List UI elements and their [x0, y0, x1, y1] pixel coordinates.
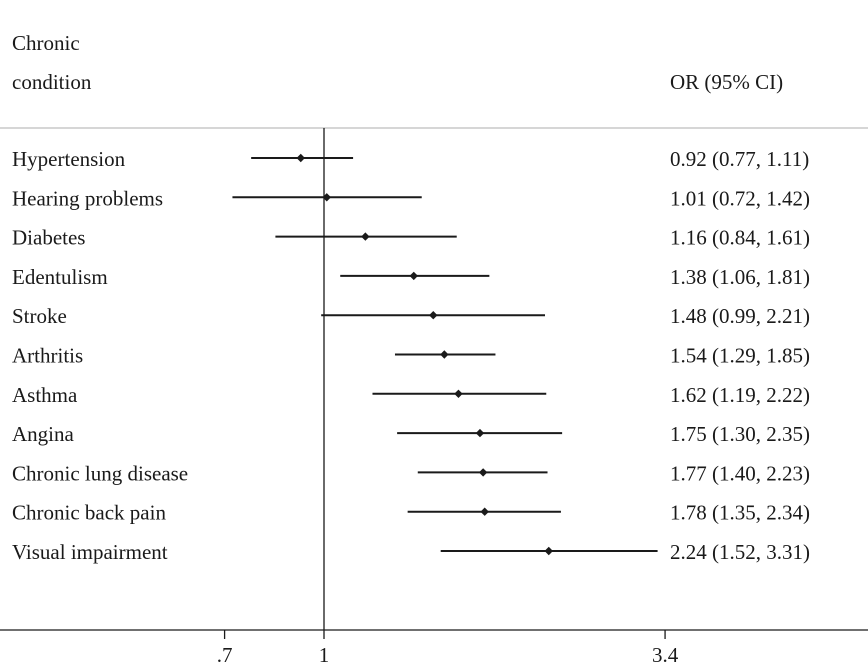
or-column-header: OR (95% CI)	[670, 70, 784, 94]
or-ci-text: 1.75 (1.30, 2.35)	[670, 422, 810, 446]
forest-row: Chronic back pain 1.78 (1.35, 2.34)	[12, 501, 810, 525]
row-label: Chronic back pain	[12, 501, 166, 525]
forest-row: Diabetes 1.16 (0.84, 1.61)	[12, 226, 810, 250]
condition-column-header-line1: Chronic	[12, 31, 80, 55]
forest-row: Hypertension 0.92 (0.77, 1.11)	[12, 147, 809, 171]
row-label: Diabetes	[12, 226, 85, 250]
or-ci-text: 1.48 (0.99, 2.21)	[670, 304, 810, 328]
row-label: Hearing problems	[12, 186, 163, 210]
point-estimate-marker	[322, 193, 331, 202]
point-estimate-marker	[429, 311, 438, 320]
point-estimate-marker	[409, 271, 418, 281]
x-tick-label: 3.4	[652, 643, 679, 666]
or-ci-text: 2.24 (1.52, 3.31)	[670, 540, 810, 564]
or-ci-text: 1.38 (1.06, 1.81)	[670, 265, 810, 289]
row-label: Angina	[12, 422, 75, 446]
point-estimate-marker	[454, 389, 463, 398]
forest-row: Chronic lung disease 1.77 (1.40, 2.23)	[12, 461, 810, 485]
condition-column-header-line2: condition	[12, 70, 92, 94]
row-label: Hypertension	[12, 147, 126, 171]
forest-row: Edentulism 1.38 (1.06, 1.81)	[12, 265, 810, 289]
point-estimate-marker	[478, 468, 488, 477]
point-estimate-marker	[361, 232, 370, 241]
forest-row: Arthritis 1.54 (1.29, 1.85)	[12, 344, 810, 368]
forest-row: Stroke 1.48 (0.99, 2.21)	[12, 304, 810, 328]
point-estimate-marker	[475, 428, 485, 438]
forest-row: Asthma 1.62 (1.19, 2.22)	[12, 383, 810, 407]
point-estimate-marker	[296, 153, 305, 163]
row-label: Edentulism	[12, 265, 108, 289]
row-label: Asthma	[12, 383, 78, 407]
forest-row: Visual impairment 2.24 (1.52, 3.31)	[12, 540, 810, 564]
row-label: Chronic lung disease	[12, 461, 188, 485]
or-ci-text: 1.78 (1.35, 2.34)	[670, 501, 810, 525]
point-estimate-marker	[480, 507, 489, 516]
forest-row: Hearing problems 1.01 (0.72, 1.42)	[12, 186, 810, 210]
x-tick-label: 1	[319, 643, 330, 666]
or-ci-text: 1.16 (0.84, 1.61)	[670, 226, 810, 250]
row-label: Stroke	[12, 304, 67, 328]
or-ci-text: 1.01 (0.72, 1.42)	[670, 186, 810, 210]
or-ci-text: 1.62 (1.19, 2.22)	[670, 383, 810, 407]
x-tick-label: .7	[217, 643, 233, 666]
point-estimate-marker	[440, 350, 449, 359]
row-label: Arthritis	[12, 344, 83, 368]
point-estimate-marker	[544, 546, 553, 556]
row-label: Visual impairment	[12, 540, 168, 564]
forest-row: Angina 1.75 (1.30, 2.35)	[12, 422, 810, 446]
or-ci-text: 1.77 (1.40, 2.23)	[670, 461, 810, 485]
or-ci-text: 0.92 (0.77, 1.11)	[670, 147, 809, 171]
or-ci-text: 1.54 (1.29, 1.85)	[670, 344, 810, 368]
